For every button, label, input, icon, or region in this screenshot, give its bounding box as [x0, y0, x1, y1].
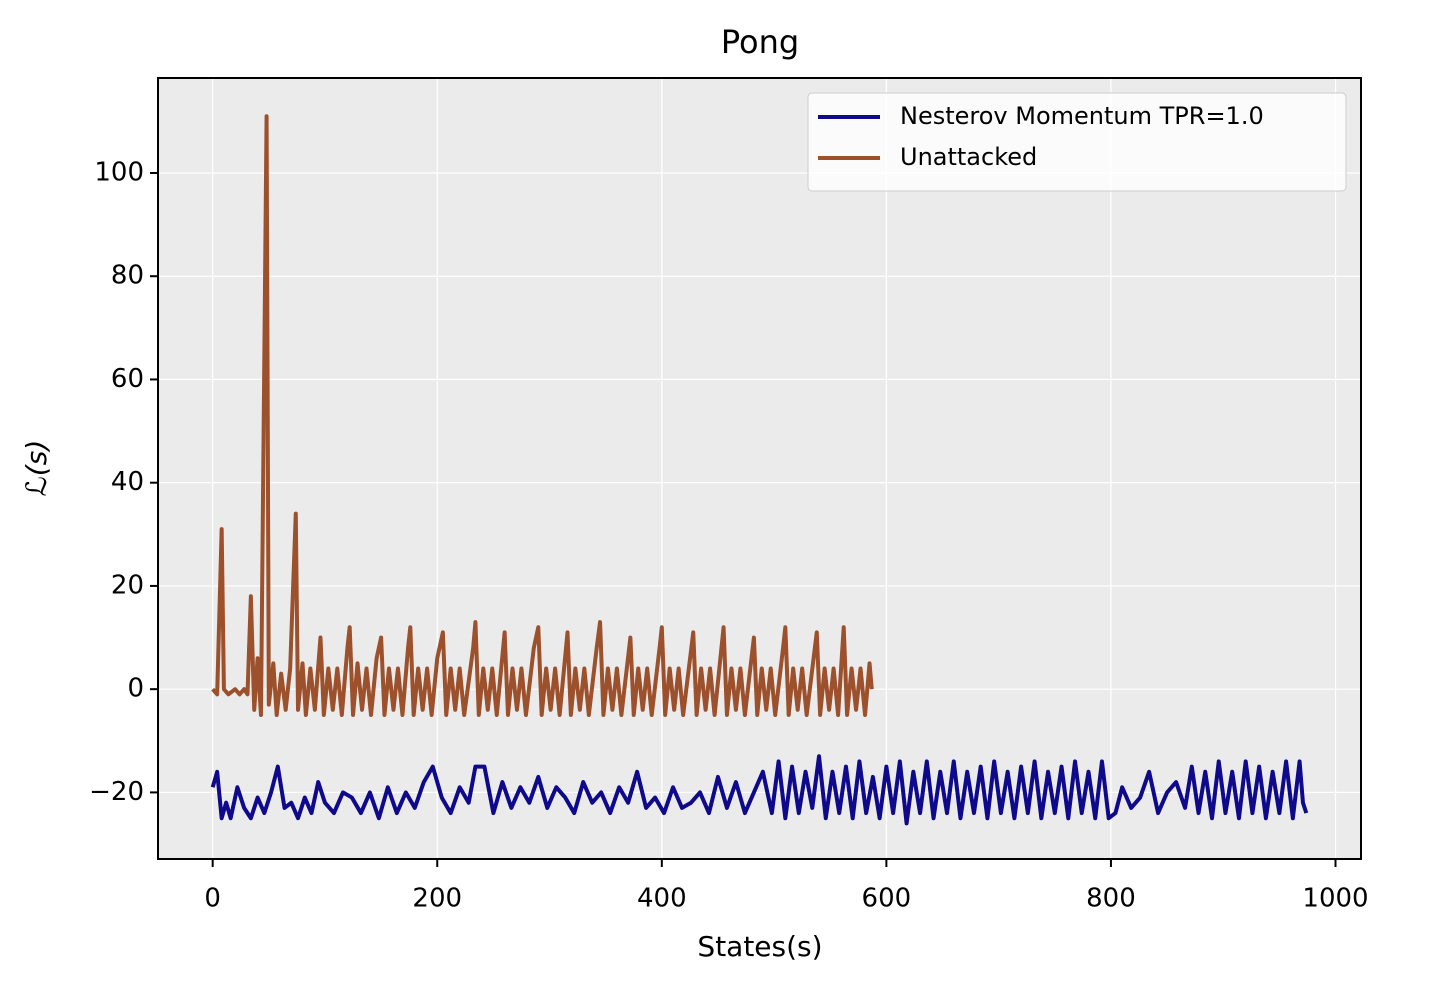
series-line: [210, 754, 1309, 826]
x-tick-label: 800: [1086, 884, 1136, 914]
axes-frame: [157, 77, 1362, 860]
legend: Nesterov Momentum TPR=1.0 Unattacked: [807, 92, 1347, 192]
x-tick-label: 400: [637, 884, 687, 914]
y-axis-label: ℒ(s): [20, 440, 53, 497]
x-tick-label: 0: [204, 884, 221, 914]
x-axis-label: States(s): [697, 930, 822, 963]
y-tick-label: 100: [94, 157, 144, 187]
y-tick-label: 80: [111, 261, 144, 291]
x-tick-label: 200: [412, 884, 462, 914]
legend-box: [807, 92, 1347, 192]
y-tick-label: −20: [89, 777, 144, 807]
plot-area: [158, 78, 1361, 859]
lines: [210, 114, 1309, 826]
series-line: [211, 114, 874, 717]
x-tick-label: 1000: [1302, 884, 1368, 914]
chart-title: Pong: [721, 23, 799, 61]
legend-label: Unattacked: [900, 143, 1037, 171]
x-tick-label: 600: [862, 884, 912, 914]
legend-label: Nesterov Momentum TPR=1.0: [900, 102, 1264, 130]
y-tick-label: 0: [127, 674, 144, 704]
y-tick-label: 60: [111, 364, 144, 394]
y-tick-label: 40: [111, 467, 144, 497]
y-tick-label: 20: [111, 570, 144, 600]
